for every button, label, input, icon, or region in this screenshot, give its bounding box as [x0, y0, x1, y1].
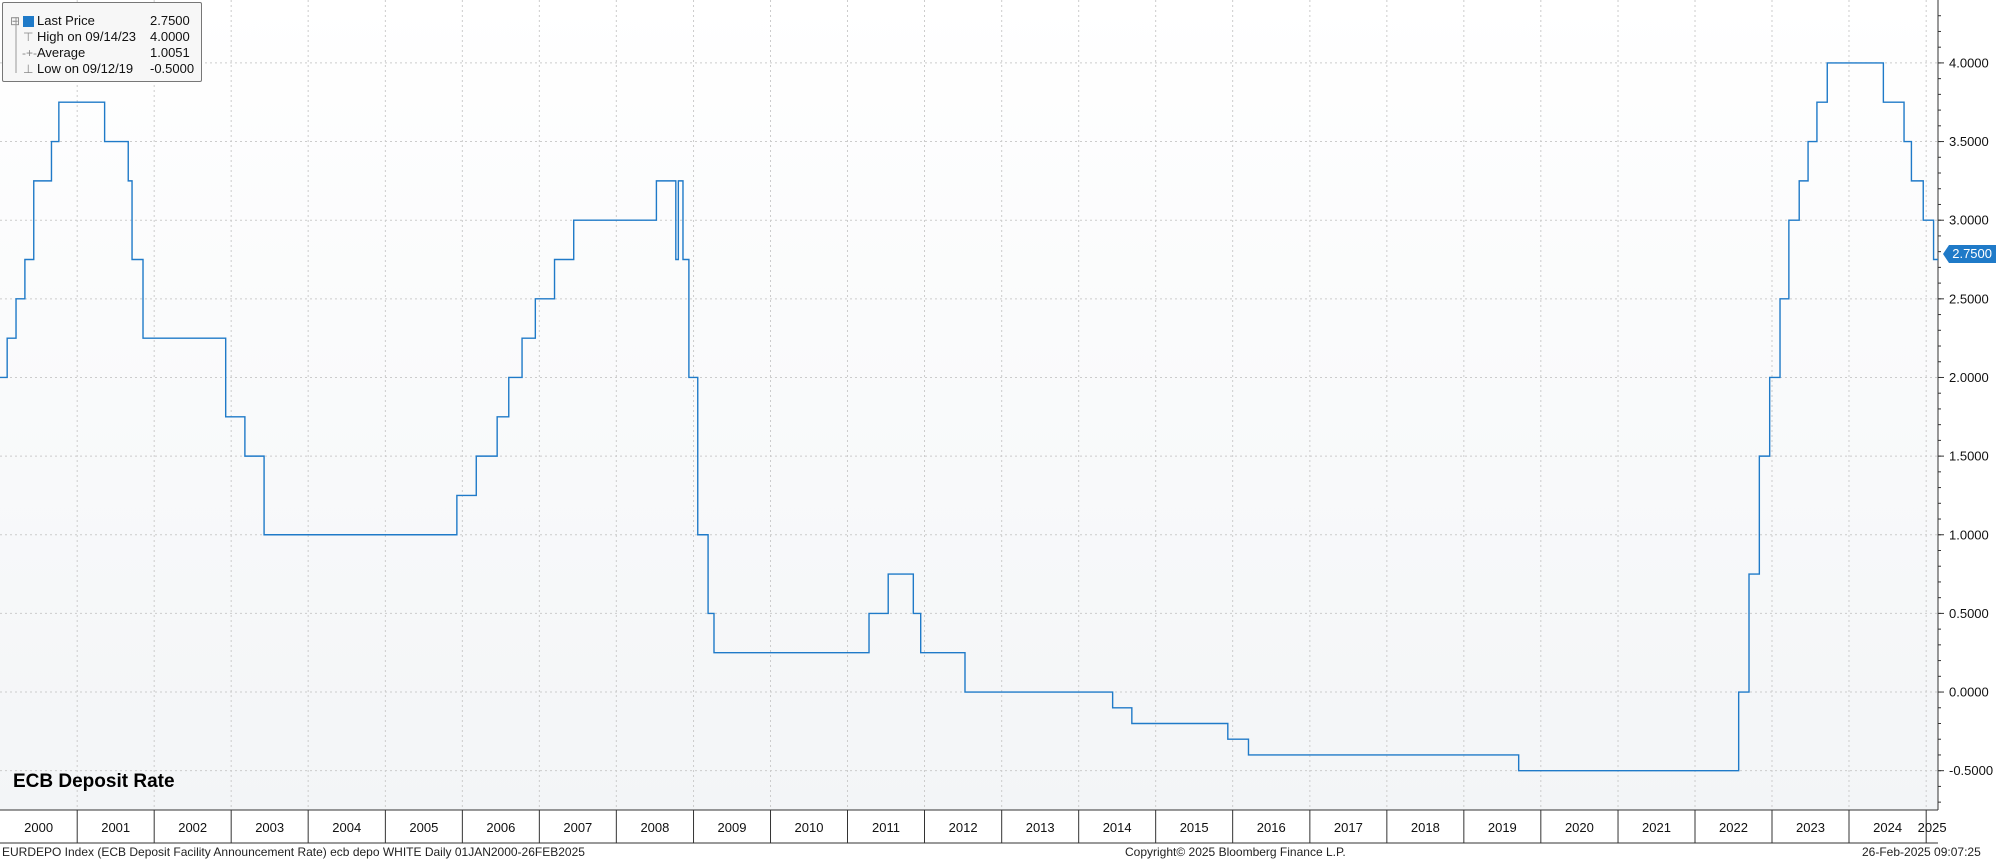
legend-value: -0.5000	[150, 61, 195, 76]
legend-item-low[interactable]: ⊥ Low on 09/12/19 -0.5000	[3, 61, 199, 77]
x-tick-label: 2003	[255, 820, 284, 835]
plot-background	[0, 0, 1938, 810]
x-tick-label: 2021	[1642, 820, 1671, 835]
footer-timestamp: 26-Feb-2025 09:07:25	[1862, 845, 1981, 859]
y-tick-label: 3.5000	[1949, 134, 1989, 149]
x-tick-label: 2007	[563, 820, 592, 835]
y-tick-label: 3.0000	[1949, 213, 1989, 228]
x-tick-label: 2020	[1565, 820, 1594, 835]
footer-copyright: Copyright© 2025 Bloomberg Finance L.P.	[1125, 845, 1346, 859]
high-marker-icon: ⊤	[23, 30, 34, 44]
x-tick-label: 2008	[640, 820, 669, 835]
footer-security-description: EURDEPO Index (ECB Deposit Facility Anno…	[2, 845, 585, 859]
x-tick-label: 2016	[1257, 820, 1286, 835]
series-layer	[0, 62, 1938, 772]
average-marker-icon: -+-	[22, 46, 37, 60]
legend-item-last-price[interactable]: ⊟ Last Price 2.7500	[3, 13, 199, 29]
legend-label: High on 09/14/23	[37, 29, 137, 44]
y-tick-label: 0.0000	[1949, 685, 1989, 700]
y-tick-label: 2.5000	[1949, 291, 1989, 306]
legend-label: Low on 09/12/19	[37, 61, 134, 76]
grid-lines	[0, 0, 1938, 810]
x-tick-label: 2009	[718, 820, 747, 835]
collapse-icon[interactable]: ⊟	[10, 14, 21, 28]
x-tick-label: 2013	[1026, 820, 1055, 835]
legend: ⊟ Last Price 2.7500 ⊤ High on 09/14/23 4…	[2, 2, 202, 82]
x-tick-label: 2025	[1918, 820, 1947, 835]
x-tick-label: 2023	[1796, 820, 1825, 835]
x-tick-label: 2010	[795, 820, 824, 835]
series-color-swatch	[23, 16, 34, 27]
y-tick-label: 1.0000	[1949, 527, 1989, 542]
x-tick-label: 2005	[409, 820, 438, 835]
x-tick-label: 2024	[1873, 820, 1902, 835]
x-tick-label: 2014	[1103, 820, 1132, 835]
legend-value: 4.0000	[150, 29, 190, 44]
x-tick-label: 2018	[1411, 820, 1440, 835]
legend-tree-lines	[15, 17, 17, 73]
chart-title: ECB Deposit Rate	[13, 771, 175, 792]
legend-label: Average	[37, 45, 86, 60]
y-tick-label: -0.5000	[1949, 763, 1993, 778]
legend-label: Last Price	[37, 13, 95, 28]
last-value-tag: 2.7500	[1943, 245, 1996, 263]
x-tick-label: 2001	[101, 820, 130, 835]
legend-item-average[interactable]: -+- Average 1.0051	[3, 45, 199, 61]
x-tick-label: 2015	[1180, 820, 1209, 835]
axes: -0.5000 0.0000 0.5000 1.0000 1.5000 2.0000 2.5…	[0, 0, 1993, 844]
y-tick-label: 0.5000	[1949, 606, 1989, 621]
y-tick-label: 1.5000	[1949, 449, 1989, 464]
y-tick-label: 2.0000	[1949, 370, 1989, 385]
x-tick-label: 2017	[1334, 820, 1363, 835]
x-tick-label: 2006	[486, 820, 515, 835]
x-tick-label: 2002	[178, 820, 207, 835]
x-tick-label: 2022	[1719, 820, 1748, 835]
x-tick-label: 2004	[332, 820, 361, 835]
x-tick-label: 2011	[872, 820, 900, 835]
x-tick-label: 2019	[1488, 820, 1517, 835]
y-tick-label: 4.0000	[1949, 55, 1989, 70]
x-tick-label: 2012	[949, 820, 978, 835]
low-marker-icon: ⊥	[23, 62, 34, 76]
legend-value: 2.7500	[150, 13, 190, 28]
series-line-last-price	[0, 62, 1938, 772]
x-tick-label: 2000	[24, 820, 53, 835]
legend-item-high[interactable]: ⊤ High on 09/14/23 4.0000	[3, 29, 199, 45]
legend-value: 1.0051	[150, 45, 190, 60]
